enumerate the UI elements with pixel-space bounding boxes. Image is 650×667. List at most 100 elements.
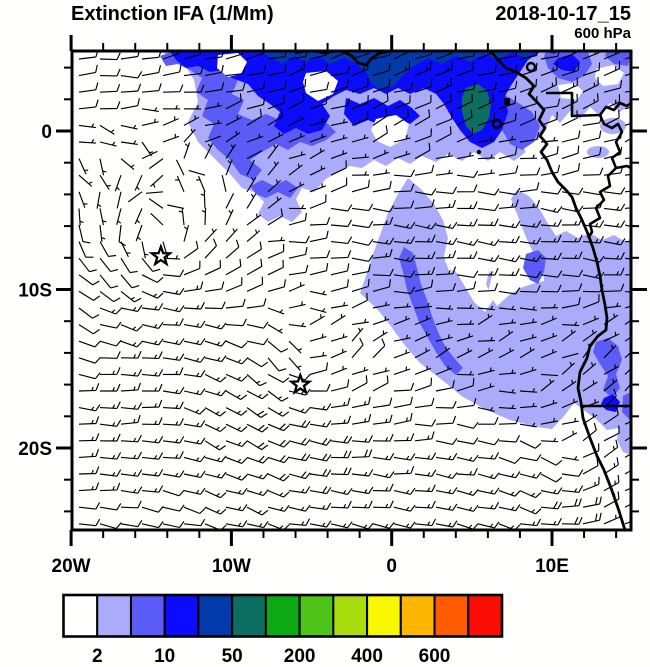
wind-barb xyxy=(309,194,327,209)
wind-barb xyxy=(561,93,578,110)
wind-barb xyxy=(519,199,540,209)
wind-barb xyxy=(309,250,331,259)
wind-barb xyxy=(498,490,521,497)
colorbar: 2 10 50 200 400 600 xyxy=(62,593,504,667)
wind-barb xyxy=(330,348,347,359)
wind-barb xyxy=(330,79,349,93)
wind-barb xyxy=(330,236,353,244)
wind-barb xyxy=(372,79,391,93)
wind-barb xyxy=(225,277,243,292)
wind-barb xyxy=(393,349,411,359)
wind-barb xyxy=(477,501,500,510)
wind-barb xyxy=(99,339,122,347)
wind-barb xyxy=(477,238,500,247)
datetime-label: 2018-10-17_15 xyxy=(495,3,631,25)
shading-region-mid-blob-west xyxy=(160,52,336,180)
colorbar-tick-label: 200 xyxy=(284,646,316,667)
wind-barb xyxy=(624,470,630,475)
wind-barb xyxy=(498,523,521,529)
wind-barb xyxy=(372,397,393,409)
wind-barb xyxy=(351,413,372,425)
wind-barb xyxy=(582,167,604,176)
wind-barb xyxy=(456,304,475,309)
wind-barb xyxy=(204,82,225,93)
wind-barb xyxy=(330,365,348,375)
wind-barb xyxy=(519,167,541,176)
wind-barb xyxy=(561,269,584,278)
wind-barb xyxy=(477,452,500,460)
wind-barb xyxy=(183,470,206,478)
wind-barb xyxy=(120,158,135,171)
wind-barb xyxy=(540,52,560,60)
wind-barb xyxy=(540,487,563,495)
wind-barb xyxy=(162,318,184,326)
wind-barb xyxy=(372,433,394,442)
wind-barb xyxy=(477,188,500,196)
wind-barb xyxy=(351,238,374,246)
wind-barb xyxy=(204,455,227,463)
wind-barb xyxy=(225,473,248,481)
wind-barb xyxy=(120,369,143,377)
wind-barb xyxy=(603,61,621,77)
x-axis-tick-label: 20W xyxy=(52,556,91,577)
wind-barb xyxy=(120,140,138,145)
wind-barb xyxy=(146,191,164,194)
wind-barb xyxy=(246,108,262,126)
wind-barb xyxy=(603,283,625,292)
wind-barb xyxy=(519,366,537,375)
wind-barb xyxy=(393,303,411,309)
wind-barb xyxy=(540,219,563,227)
wind-barb xyxy=(477,383,495,392)
wind-barb xyxy=(603,220,626,228)
wind-barb xyxy=(330,397,351,409)
wind-barb xyxy=(78,307,100,319)
wind-barb xyxy=(246,506,269,516)
wind-barb xyxy=(351,500,373,509)
wind-barb xyxy=(540,378,555,392)
wind-barb xyxy=(99,401,121,409)
wind-barb xyxy=(351,203,374,212)
wind-barb xyxy=(456,468,478,476)
wind-barb xyxy=(288,486,311,494)
island-marker xyxy=(476,149,482,155)
wind-barb xyxy=(393,334,411,342)
wind-barb xyxy=(162,470,185,478)
island-marker xyxy=(525,61,537,73)
wind-barb xyxy=(141,150,158,160)
wind-barb xyxy=(603,439,619,458)
wind-barb xyxy=(288,181,305,193)
wind-barb xyxy=(309,333,327,342)
wind-barb xyxy=(162,418,184,426)
colorbar-cell xyxy=(197,594,234,638)
wind-barb xyxy=(267,95,285,110)
wind-barb xyxy=(372,375,389,392)
wind-barb xyxy=(141,83,162,93)
wind-barb xyxy=(288,133,305,143)
wind-barb xyxy=(120,500,142,509)
wind-barb xyxy=(246,213,262,226)
wind-barb xyxy=(498,199,519,209)
shading-region-white-hole-2 xyxy=(303,71,338,101)
wind-barb xyxy=(204,523,227,529)
wind-barb xyxy=(267,108,283,126)
wind-barb xyxy=(96,191,102,209)
wind-barb xyxy=(78,324,100,335)
wind-barb xyxy=(221,175,227,192)
wind-barb xyxy=(624,73,630,77)
wind-barb xyxy=(141,257,161,272)
wind-barb xyxy=(330,467,352,476)
wind-barb xyxy=(498,268,520,276)
wind-barb xyxy=(99,84,121,93)
wind-barb xyxy=(162,52,180,60)
wind-barb xyxy=(624,320,630,326)
wind-barb xyxy=(78,482,100,492)
wind-barb xyxy=(414,52,433,60)
wind-barb xyxy=(456,378,475,392)
wind-barb xyxy=(204,135,222,143)
wind-barb xyxy=(435,93,452,110)
wind-barb xyxy=(288,407,311,414)
wind-barb xyxy=(372,125,388,143)
wind-barb xyxy=(246,321,269,329)
wind-barb xyxy=(309,148,325,160)
